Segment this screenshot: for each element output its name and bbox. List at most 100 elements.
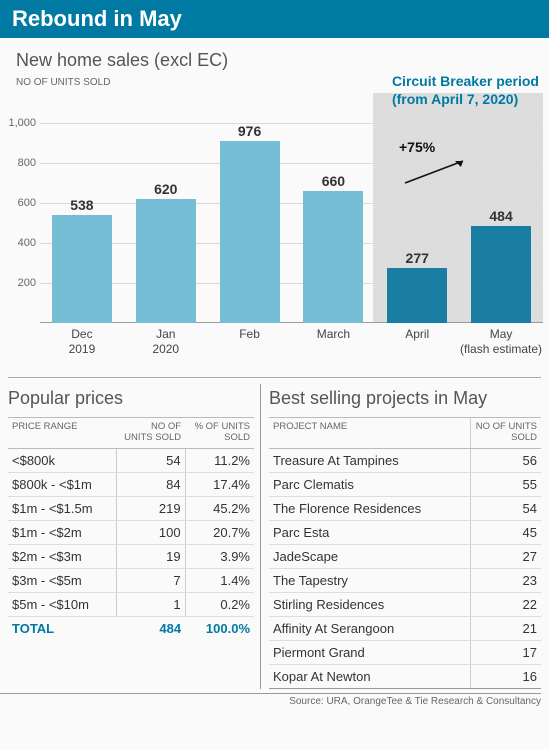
table-row-total: TOTAL484100.0% [8, 616, 254, 640]
bar [136, 199, 196, 323]
cell-units: 84 [116, 472, 185, 496]
cell-units: 23 [470, 568, 541, 592]
table-row: $800k - <$1m8417.4% [8, 472, 254, 496]
page-title: Rebound in May [12, 6, 182, 31]
cell-project: Treasure At Tampines [269, 448, 470, 472]
page-title-bar: Rebound in May [0, 0, 549, 38]
table-row: $2m - <$3m193.9% [8, 544, 254, 568]
y-tick: 200 [2, 277, 36, 289]
x-label: Dec2019 [40, 327, 124, 361]
cell-units: 54 [116, 448, 185, 472]
cell-project: Stirling Residences [269, 592, 470, 616]
cell-project: The Tapestry [269, 568, 470, 592]
projects-table-title: Best selling projects in May [269, 388, 541, 409]
cell-pct: 45.2% [185, 496, 254, 520]
cb-label-line2: (from April 7, 2020) [392, 91, 539, 109]
cell-units: 21 [470, 616, 541, 640]
table-row: Parc Esta45 [269, 520, 541, 544]
table-row: Kopar At Newton16 [269, 664, 541, 688]
y-tick: 400 [2, 237, 36, 249]
bar-value-label: 620 [154, 181, 177, 197]
bar [471, 226, 531, 323]
projects-table-block: Best selling projects in May PROJECT NAM… [260, 384, 541, 689]
bar-col: 620 [124, 123, 208, 323]
table-row: Stirling Residences22 [269, 592, 541, 616]
cell-units: 56 [470, 448, 541, 472]
table-row: Affinity At Serangoon21 [269, 616, 541, 640]
section-divider [8, 377, 541, 378]
bar-value-label: 660 [322, 173, 345, 189]
table-row: <$800k5411.2% [8, 448, 254, 472]
cell-project: Piermont Grand [269, 640, 470, 664]
cell-units: 100 [116, 520, 185, 544]
cell-units: 16 [470, 664, 541, 688]
bar [52, 215, 112, 323]
bar-col: 976 [208, 123, 292, 323]
cell-units: 19 [116, 544, 185, 568]
cell-total-pct: 100.0% [185, 616, 254, 640]
y-tick: 800 [2, 157, 36, 169]
cell-project: Parc Esta [269, 520, 470, 544]
cell-range: <$800k [8, 448, 116, 472]
arrow-icon [399, 153, 479, 189]
cell-pct: 3.9% [185, 544, 254, 568]
table-row: $1m - <$2m10020.7% [8, 520, 254, 544]
x-label: March [291, 327, 375, 361]
x-label: April [375, 327, 459, 361]
cell-project: Kopar At Newton [269, 664, 470, 688]
cb-label-line1: Circuit Breaker period [392, 73, 539, 91]
prices-col-units: NO OF UNITS SOLD [116, 418, 185, 449]
prices-table-block: Popular prices PRICE RANGE NO OF UNITS S… [8, 384, 260, 689]
bar-value-label: 538 [70, 197, 93, 213]
cell-total-label: TOTAL [8, 616, 116, 640]
cell-pct: 11.2% [185, 448, 254, 472]
cell-units: 7 [116, 568, 185, 592]
table-row: Parc Clematis55 [269, 472, 541, 496]
cell-project: JadeScape [269, 544, 470, 568]
cell-pct: 20.7% [185, 520, 254, 544]
table-row: $1m - <$1.5m21945.2% [8, 496, 254, 520]
cell-units: 54 [470, 496, 541, 520]
cell-range: $800k - <$1m [8, 472, 116, 496]
cell-total-units: 484 [116, 616, 185, 640]
cell-pct: 17.4% [185, 472, 254, 496]
projects-col-units: NO OF UNITS SOLD [470, 418, 541, 449]
prices-table: PRICE RANGE NO OF UNITS SOLD % OF UNITS … [8, 417, 254, 640]
cell-project: Affinity At Serangoon [269, 616, 470, 640]
x-labels: Dec2019Jan2020FebMarchAprilMay(flash est… [40, 327, 543, 361]
x-label: Feb [208, 327, 292, 361]
cell-project: The Florence Residences [269, 496, 470, 520]
cell-range: $3m - <$5m [8, 568, 116, 592]
circuit-breaker-label: Circuit Breaker period (from April 7, 20… [392, 73, 539, 108]
x-label: May(flash estimate) [459, 327, 543, 361]
table-row: Piermont Grand17 [269, 640, 541, 664]
bar [387, 268, 447, 323]
cell-range: $5m - <$10m [8, 592, 116, 616]
table-row: $5m - <$10m10.2% [8, 592, 254, 616]
bar-col: 660 [291, 123, 375, 323]
cell-project: Parc Clematis [269, 472, 470, 496]
y-tick: 600 [2, 197, 36, 209]
bar-col: 538 [40, 123, 124, 323]
cell-range: $1m - <$1.5m [8, 496, 116, 520]
cell-units: 55 [470, 472, 541, 496]
y-axis-caption: NO OF UNITS SOLD [16, 77, 110, 88]
cell-units: 27 [470, 544, 541, 568]
cell-units: 219 [116, 496, 185, 520]
cell-range: $1m - <$2m [8, 520, 116, 544]
chart-subtitle: New home sales (excl EC) [16, 50, 549, 71]
cell-pct: 1.4% [185, 568, 254, 592]
cell-pct: 0.2% [185, 592, 254, 616]
table-row: JadeScape27 [269, 544, 541, 568]
prices-table-title: Popular prices [8, 388, 254, 409]
bar-value-label: 976 [238, 123, 261, 139]
table-row: $3m - <$5m71.4% [8, 568, 254, 592]
x-label: Jan2020 [124, 327, 208, 361]
table-row: The Florence Residences54 [269, 496, 541, 520]
bar [303, 191, 363, 323]
cell-units: 45 [470, 520, 541, 544]
cell-units: 1 [116, 592, 185, 616]
cell-units: 17 [470, 640, 541, 664]
cell-units: 22 [470, 592, 541, 616]
projects-table: PROJECT NAME NO OF UNITS SOLD Treasure A… [269, 417, 541, 689]
